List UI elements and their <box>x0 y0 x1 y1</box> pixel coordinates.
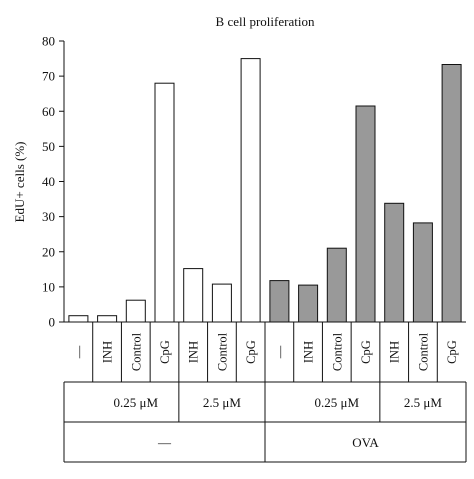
category-label: CpG <box>359 340 373 364</box>
bar <box>355 105 376 323</box>
y-tick-label: 80 <box>42 34 55 49</box>
category-label: INH <box>187 341 201 363</box>
y-tick-label: 20 <box>42 244 55 259</box>
axes: 0 10 20 30 40 50 60 70 80 <box>42 34 466 330</box>
y-tick-label: 60 <box>42 104 55 119</box>
category-label: Control <box>330 332 344 371</box>
bar <box>269 280 290 323</box>
y-tick-label: 0 <box>49 315 56 330</box>
chart-title: B cell proliferation <box>216 14 315 29</box>
dose-label: 0.25 μM <box>315 395 360 410</box>
category-label: Control <box>416 332 430 371</box>
bar <box>441 64 462 323</box>
dose-label: 2.5 μM <box>404 395 442 410</box>
y-tick-label: 50 <box>42 139 55 154</box>
treatment-label: OVA <box>352 435 379 450</box>
y-tick-label: 70 <box>42 69 55 84</box>
dose-label: 0.25 μM <box>114 395 159 410</box>
category-label: CpG <box>445 340 459 364</box>
bar <box>97 315 118 323</box>
category-label: INH <box>101 341 115 363</box>
bar <box>326 247 347 323</box>
category-label: CpG <box>244 340 258 364</box>
category-label: Control <box>215 332 229 371</box>
y-axis-label: EdU+ cells (%) <box>12 142 27 223</box>
dose-label: 2.5 μM <box>203 395 241 410</box>
category-label: — <box>273 345 287 359</box>
y-tick-label: 10 <box>42 279 55 294</box>
category-label: Control <box>129 332 143 371</box>
bar <box>240 58 261 323</box>
category-label: INH <box>388 341 402 363</box>
treatment-label: — <box>157 435 172 450</box>
bar <box>211 283 232 323</box>
bar <box>183 268 204 323</box>
bar <box>125 299 146 323</box>
bar <box>412 222 433 323</box>
category-label: CpG <box>158 340 172 364</box>
bar <box>298 284 319 323</box>
category-label: — <box>72 345 86 359</box>
category-label: INH <box>302 341 316 363</box>
bar <box>154 82 175 323</box>
y-tick-label: 40 <box>42 174 55 189</box>
bar <box>384 202 405 323</box>
bar <box>68 315 89 323</box>
y-tick-label: 30 <box>42 209 55 224</box>
bars <box>68 58 462 323</box>
x-axis-category-table: — INH Control CpG INH Control CpG — INH Control Cp… <box>63 322 467 463</box>
